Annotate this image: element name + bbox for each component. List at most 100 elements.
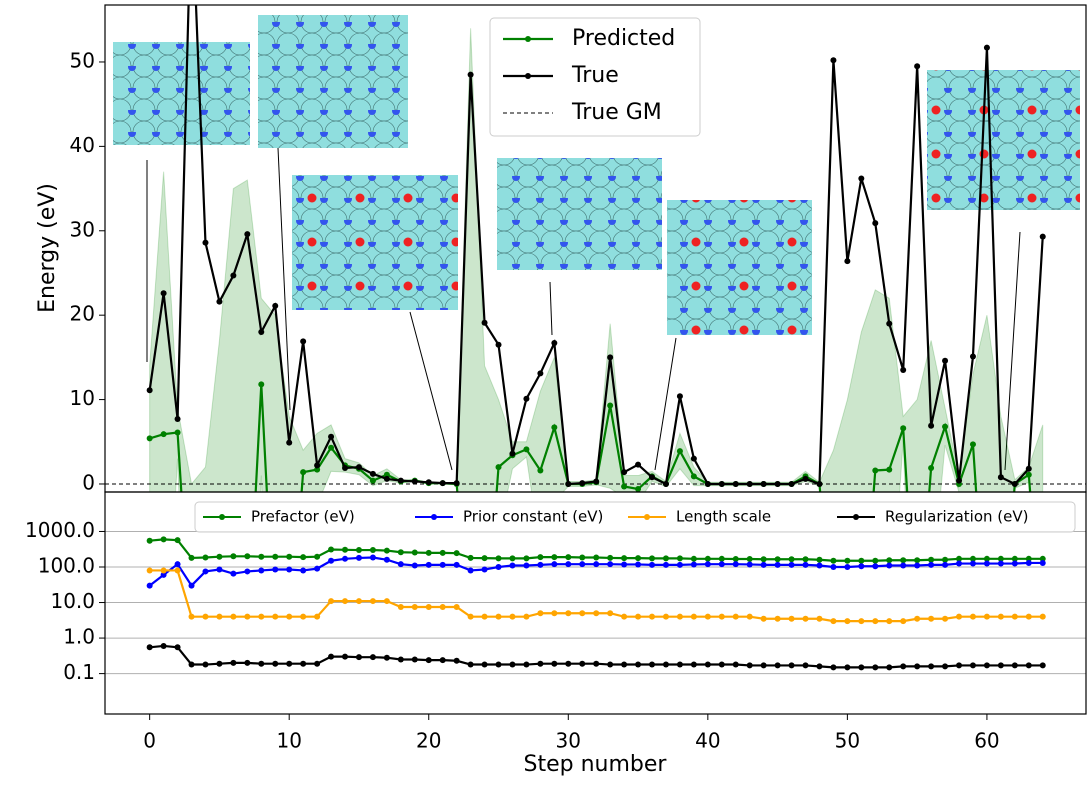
point bbox=[607, 402, 614, 409]
point bbox=[969, 441, 976, 448]
point bbox=[509, 555, 516, 562]
point bbox=[495, 341, 502, 348]
point bbox=[244, 568, 251, 575]
point bbox=[704, 480, 711, 487]
x-tick-label: 40 bbox=[695, 729, 720, 753]
point bbox=[858, 175, 865, 182]
y-tick-label: 10 bbox=[70, 386, 95, 410]
point bbox=[635, 661, 642, 668]
point bbox=[369, 554, 376, 561]
legend-label: Predicted bbox=[572, 26, 675, 51]
point bbox=[453, 561, 460, 568]
point bbox=[928, 561, 935, 568]
point bbox=[942, 556, 949, 563]
point bbox=[802, 615, 809, 622]
point bbox=[300, 469, 307, 476]
point bbox=[258, 660, 265, 667]
connector bbox=[1004, 231, 1021, 471]
point bbox=[969, 613, 976, 620]
legend-label: True bbox=[571, 63, 619, 88]
point bbox=[397, 477, 404, 484]
point bbox=[998, 650, 1004, 656]
point bbox=[495, 613, 502, 620]
point bbox=[662, 561, 669, 568]
point bbox=[621, 483, 628, 490]
point bbox=[774, 662, 781, 669]
point bbox=[481, 555, 488, 562]
y-tick-label: 10.0 bbox=[50, 589, 95, 613]
y-tick-label: 1000.0 bbox=[25, 518, 95, 542]
point bbox=[286, 650, 292, 656]
point bbox=[844, 618, 851, 625]
point bbox=[383, 471, 390, 478]
point bbox=[1039, 233, 1046, 240]
point bbox=[928, 556, 935, 563]
point bbox=[621, 561, 628, 568]
point bbox=[690, 473, 697, 480]
point bbox=[983, 662, 990, 669]
y-tick-label: 40 bbox=[70, 133, 95, 157]
point bbox=[160, 431, 167, 438]
point bbox=[900, 562, 907, 569]
point bbox=[174, 561, 181, 568]
point bbox=[328, 546, 335, 553]
point bbox=[621, 613, 628, 620]
point bbox=[286, 660, 293, 667]
point bbox=[649, 474, 656, 481]
point bbox=[328, 598, 335, 605]
point bbox=[942, 423, 949, 430]
point bbox=[760, 556, 767, 563]
point bbox=[621, 555, 628, 562]
point bbox=[830, 564, 837, 571]
point bbox=[146, 567, 153, 574]
point bbox=[174, 644, 181, 651]
point bbox=[704, 613, 711, 620]
point bbox=[746, 561, 753, 568]
point bbox=[286, 439, 293, 446]
point bbox=[579, 660, 586, 667]
point bbox=[1025, 662, 1032, 669]
point bbox=[662, 613, 669, 620]
point bbox=[202, 650, 208, 656]
point bbox=[732, 480, 739, 487]
point bbox=[369, 547, 376, 554]
point bbox=[621, 469, 628, 476]
point bbox=[760, 561, 767, 568]
point bbox=[551, 554, 558, 561]
point bbox=[523, 555, 530, 562]
point bbox=[886, 664, 893, 671]
point bbox=[746, 662, 753, 669]
point bbox=[467, 567, 474, 574]
point bbox=[732, 613, 739, 620]
point bbox=[495, 555, 502, 562]
point bbox=[718, 661, 725, 668]
point bbox=[565, 660, 572, 667]
x-axis-label: Step number bbox=[524, 752, 668, 777]
point bbox=[342, 464, 349, 471]
point bbox=[439, 657, 446, 664]
y-tick-label: 100.0 bbox=[38, 554, 95, 578]
point bbox=[467, 71, 474, 78]
point bbox=[718, 555, 725, 562]
point bbox=[858, 563, 865, 570]
series-group bbox=[146, 536, 1046, 671]
point bbox=[816, 615, 823, 622]
point bbox=[565, 554, 572, 561]
point bbox=[230, 272, 237, 279]
point bbox=[230, 613, 237, 620]
point bbox=[439, 480, 446, 487]
point bbox=[718, 613, 725, 620]
point bbox=[369, 477, 376, 484]
point bbox=[983, 560, 990, 567]
point bbox=[468, 650, 474, 656]
point bbox=[676, 448, 683, 455]
point bbox=[732, 661, 739, 668]
point bbox=[244, 650, 250, 656]
point bbox=[314, 553, 321, 560]
point bbox=[355, 598, 362, 605]
point bbox=[732, 561, 739, 568]
point bbox=[328, 557, 335, 564]
x-tick-label: 20 bbox=[416, 729, 441, 753]
point bbox=[342, 555, 349, 562]
